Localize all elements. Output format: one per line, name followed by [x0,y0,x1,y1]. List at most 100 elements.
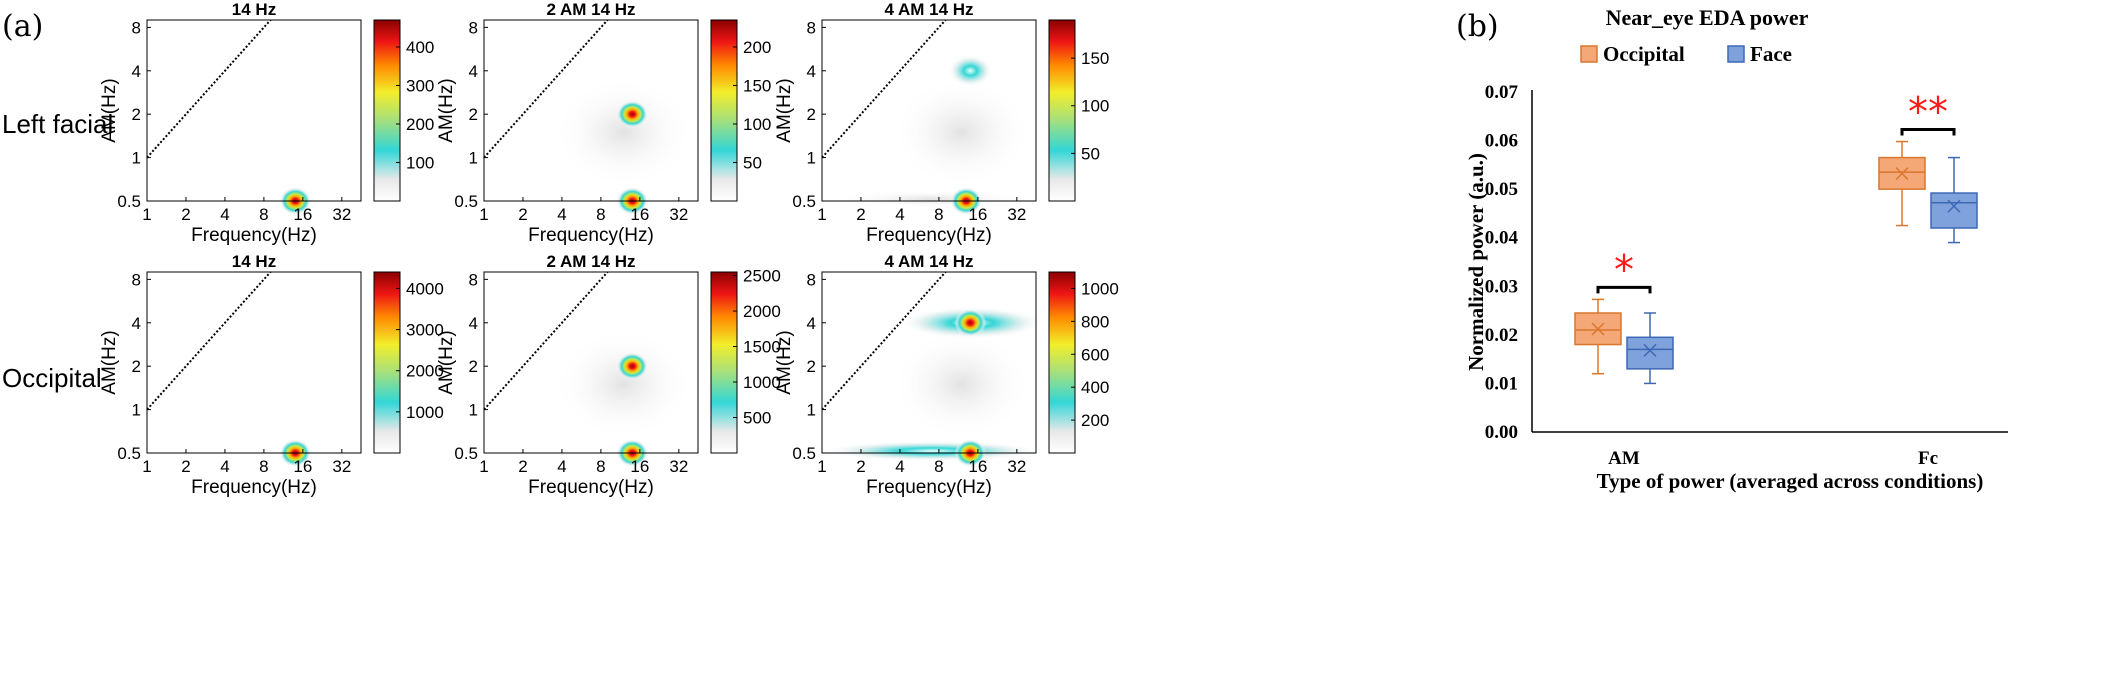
diagonal-line [821,19,947,159]
y-tick-label: 0.5 [792,444,816,463]
heatmap-peak [616,100,649,129]
y-tick-label: 8 [807,18,816,37]
diagonal-line [483,271,609,411]
colorbar-tick-label: 2500 [743,267,781,286]
y-tick-label: 2 [132,357,141,376]
colorbar [710,19,738,202]
x-tick-label: 8 [259,205,268,224]
colorbar-tick-label: 100 [743,115,771,134]
x-tick-label: 1 [142,205,151,224]
x-tick-label: 1 [817,457,826,476]
heatmap-background [147,20,361,201]
colorbar-tick-label: 4000 [406,279,444,298]
x-tick-label: 2 [856,457,865,476]
x-tick-label: 32 [1007,457,1026,476]
diagonal-line [483,19,609,159]
x-tick-label: 2 [518,205,527,224]
y-tick-label: 8 [132,270,141,289]
x-tick-label: 4 [557,457,566,476]
colorbar-tick-label: 100 [1081,97,1109,116]
heatmap-frame [483,19,699,202]
box-occipital-am [1574,298,1622,375]
x-tick-label: 2 [518,457,527,476]
y-tick-label: 0.01 [1485,373,1518,394]
colorbar-tick-label: 1500 [743,338,781,357]
y-tick-label: 4 [807,314,816,333]
colorbar-tick-label: 150 [1081,49,1109,68]
y-axis-label: AM(Hz) [774,78,795,142]
colorbar-tick-label: 800 [1081,312,1109,331]
y-tick-label: 0.02 [1485,325,1518,346]
y-tick-label: 8 [807,270,816,289]
row-label-left-facial: Left facial [2,109,113,139]
heatmap-peak [948,54,993,87]
x-axis-label: Frequency(Hz) [191,477,317,498]
faint-contour [891,329,1032,440]
y-tick-label: 4 [132,62,141,81]
y-tick-label: 4 [807,62,816,81]
y-tick-label: 0.00 [1485,422,1518,443]
fc-band [832,190,1032,208]
box-face-fc [1930,156,1978,244]
x-tick-label: 2 [181,205,190,224]
heatmap-background [147,272,361,453]
heatmap-2: 2 AM 14 Hz1 2 4 8 16 320.51248Frequency(Hz)AM… [436,0,771,246]
x-tick-label: 32 [332,205,351,224]
colorbar [1048,271,1076,454]
heatmap-grid: 14 Hz1 2 4 8 16 320.51248Frequency(Hz)AM(Hz)1… [99,0,1119,498]
x-tick-label: 32 [332,457,351,476]
heatmap-title: 2 AM 14 Hz [546,252,635,271]
colorbar-tick-label: 200 [743,38,771,57]
colorbar-tick-label: 2000 [743,302,781,321]
x-tick-label: 8 [934,205,943,224]
y-tick-label: 0.04 [1485,228,1519,249]
y-tick-label: 2 [469,357,478,376]
y-tick-label: 1 [469,149,478,168]
heatmap-5: 2 AM 14 Hz1 2 4 8 16 320.51248Frequency(Hz)AM… [436,252,781,498]
significance-bracket [1596,285,1652,294]
x-tick-label: 8 [596,457,605,476]
y-axis-label: AM(Hz) [436,330,457,394]
row-label-occipital: Occipital [2,363,102,393]
y-tick-label: 4 [469,314,478,333]
heatmap-title: 14 Hz [232,0,276,19]
panel-b-label: (b) [1456,9,1499,44]
x-tick-label: 2 [856,205,865,224]
y-tick-label: 4 [132,314,141,333]
y-axis-label: AM(Hz) [774,330,795,394]
colorbar-tick-label: 150 [743,76,771,95]
legend-swatch-occipital [1580,45,1598,63]
heatmap-frame [821,19,1037,202]
x-tick-label: 4 [220,457,229,476]
y-tick-label: 2 [132,105,141,124]
x-tick-label: 1 [479,205,488,224]
diagonal-line [146,271,272,411]
y-tick-label: 0.05 [1485,179,1518,200]
x-tick-label: 4 [895,457,904,476]
heatmap-peak [954,308,987,337]
y-tick-label: 1 [469,401,478,420]
y-tick-label: 1 [132,401,141,420]
heatmap-4: 14 Hz1 2 4 8 16 320.51248Frequency(Hz)AM(Hz)1… [99,252,444,498]
x-tick-label: 8 [259,457,268,476]
x-tick-label: 1 [142,457,151,476]
y-tick-label: 2 [807,105,816,124]
faint-contour [891,77,1032,188]
y-tick-label: 0.06 [1485,131,1518,152]
x-axis-label: Frequency(Hz) [866,477,992,498]
heatmap-peak [616,352,649,381]
heatmap-title: 4 AM 14 Hz [884,0,973,19]
x-tick-label: 32 [669,457,688,476]
y-tick-label: 0.5 [454,444,478,463]
colorbar [373,19,401,202]
box-face-am [1626,312,1674,385]
x-tick-label: 16 [968,205,987,224]
significance-bracket [1900,128,1956,136]
x-tick-label: 4 [557,205,566,224]
x-tick-label: 1 [479,457,488,476]
x-tick-label: AM [1608,448,1640,469]
colorbar-tick-label: 200 [1081,411,1109,430]
y-tick-label: 0.07 [1485,82,1519,103]
box-body [1930,192,1978,229]
